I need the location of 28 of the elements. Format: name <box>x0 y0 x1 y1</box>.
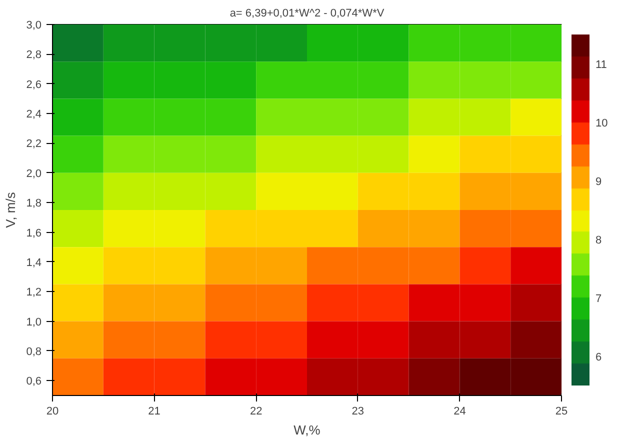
y-tick-label: 0,8 <box>26 346 42 358</box>
y-tick-label: 2,0 <box>26 168 42 180</box>
y-tick-label: 0,6 <box>26 376 42 388</box>
x-axis-title: W,% <box>294 422 321 438</box>
color-bar-label: 9 <box>596 176 602 188</box>
color-bar-label: 11 <box>596 58 607 71</box>
y-axis-title: V, m/s <box>3 192 18 228</box>
y-tick-label: 2,4 <box>26 108 42 121</box>
y-tick-label: 3,0 <box>26 20 42 32</box>
x-tick-label: 24 <box>454 406 466 418</box>
y-tick-label: 2,8 <box>26 49 42 62</box>
x-tick-label: 20 <box>46 406 59 418</box>
x-tick-label: 25 <box>555 406 568 418</box>
x-tick-label: 21 <box>148 406 160 418</box>
color-bar-label: 6 <box>596 351 602 364</box>
y-tick-label: 1,8 <box>26 198 42 210</box>
y-tick-label: 1,6 <box>26 227 42 240</box>
y-tick-label: 1,4 <box>26 256 42 269</box>
color-bar-label: 7 <box>596 292 602 305</box>
y-tick-label: 1,0 <box>26 316 42 328</box>
x-tick-label: 23 <box>352 406 364 418</box>
x-tick-label: 22 <box>250 406 262 418</box>
color-bar-label: 8 <box>596 234 602 246</box>
chart-title: a= 6,39+0,01*W^2 - 0,074*W*V <box>230 8 385 20</box>
y-tick-label: 1,2 <box>26 286 42 299</box>
color-bar-label: 10 <box>596 117 608 130</box>
y-tick-label: 2,2 <box>26 138 42 150</box>
y-tick-label: 2,6 <box>26 78 42 91</box>
